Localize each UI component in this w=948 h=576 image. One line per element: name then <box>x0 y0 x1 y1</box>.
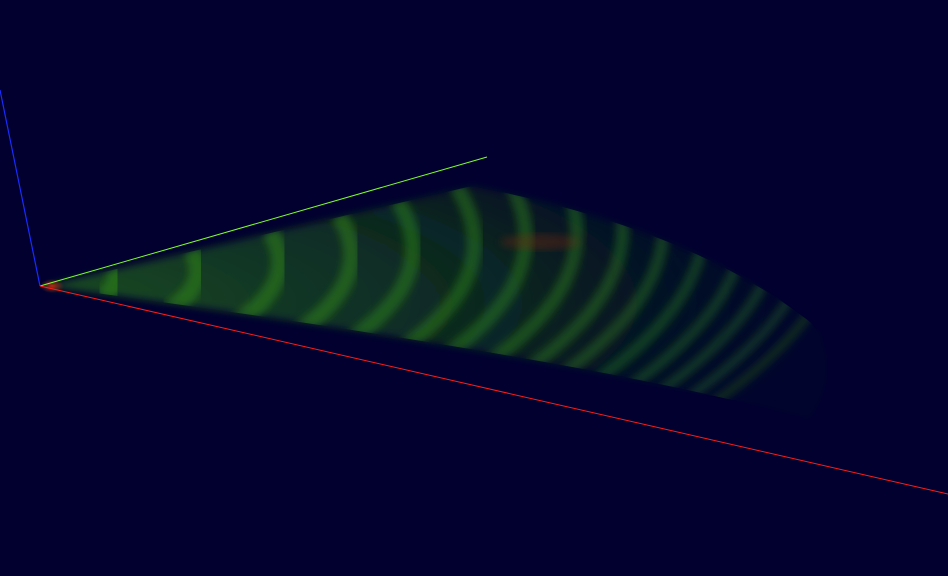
wave-band <box>536 186 671 395</box>
x-axis-line <box>39 285 948 495</box>
wave-band <box>503 186 630 388</box>
origin-hotspot <box>40 279 64 293</box>
z-axis-line <box>0 89 41 287</box>
wave-band <box>335 195 421 354</box>
wave-band <box>384 186 482 364</box>
axes <box>0 89 948 495</box>
y-axis-line <box>39 156 488 287</box>
volume-fan-body <box>44 186 828 420</box>
wave-band <box>425 186 533 372</box>
volume-render <box>40 186 828 420</box>
wave-band <box>685 186 828 420</box>
wave-band <box>569 186 711 401</box>
upper-hotspot <box>500 234 580 250</box>
